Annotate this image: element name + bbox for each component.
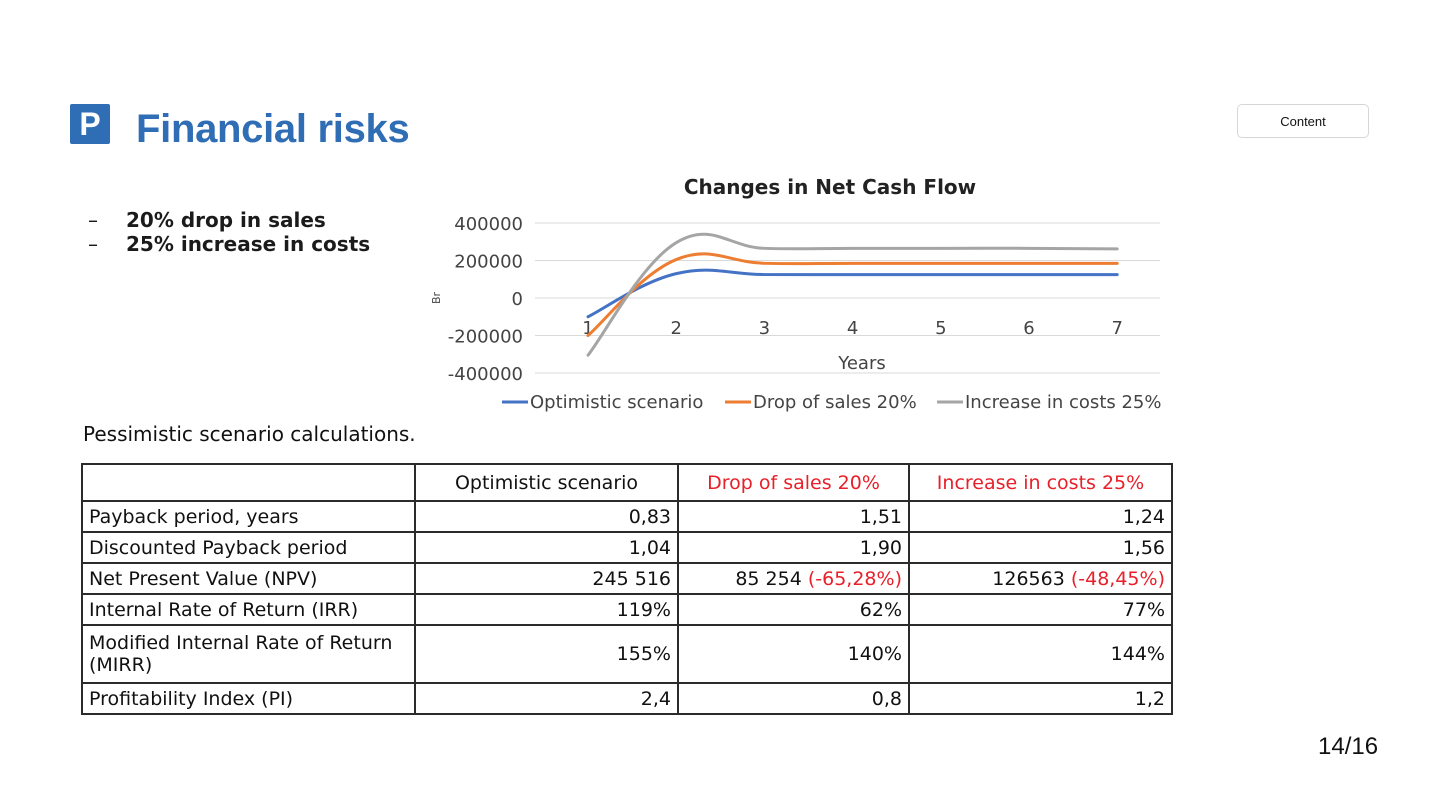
drop-sales-value: 1,90 — [859, 536, 902, 559]
table-row: Internal Rate of Return (IRR) 119% 62% 7… — [81, 593, 1173, 626]
list-item: – 25% increase in costs — [88, 232, 370, 256]
drop-sales-value: 140% — [847, 643, 902, 665]
table-header-cell: Drop of sales 20% — [677, 463, 910, 502]
y-tick-label: -400000 — [448, 364, 523, 385]
x-tick-label: 7 — [1111, 318, 1122, 339]
drop-sales-change: (-65,28%) — [807, 567, 902, 590]
row-label: Payback period, years — [81, 500, 416, 533]
optimistic-value: 155% — [414, 624, 679, 684]
row-label: Modified Internal Rate of Return (MIRR) — [81, 624, 416, 684]
table-caption: Pessimistic scenario calculations. — [83, 422, 416, 446]
x-tick-label: 1 — [582, 318, 593, 339]
table-row: Discounted Payback period 1,04 1,90 1,56 — [81, 531, 1173, 564]
drop-sales-value: 85 254 — [735, 567, 808, 590]
list-item: – 20% drop in sales — [88, 208, 370, 232]
x-tick-label: 3 — [759, 318, 770, 339]
presentation-logo-icon: P — [70, 104, 110, 144]
increase-costs-cell: 126563 (-48,45%) — [908, 562, 1173, 595]
drop-sales-cell: 140% — [677, 624, 910, 684]
legend-label: Drop of sales 20% — [753, 392, 917, 413]
pessimistic-scenario-table: Optimistic scenario Drop of sales 20% In… — [81, 463, 1173, 715]
legend-label: Increase in costs 25% — [965, 392, 1161, 413]
y-axis-label: Br — [430, 291, 443, 304]
increase-costs-value: 1,2 — [1134, 687, 1165, 710]
increase-costs-cell: 1,2 — [908, 682, 1173, 715]
drop-sales-value: 1,51 — [859, 505, 902, 528]
optimistic-value: 245 516 — [414, 562, 679, 595]
increase-costs-value: 144% — [1110, 643, 1165, 665]
x-tick-label: 5 — [935, 318, 946, 339]
table-row: Profitability Index (PI) 2,4 0,8 1,2 — [81, 682, 1173, 715]
legend-label: Optimistic scenario — [530, 392, 703, 413]
drop-sales-cell: 1,51 — [677, 500, 910, 533]
table-header-row: Optimistic scenario Drop of sales 20% In… — [81, 463, 1173, 502]
table-row: Payback period, years 0,83 1,51 1,24 — [81, 500, 1173, 533]
optimistic-value: 2,4 — [414, 682, 679, 715]
x-tick-label: 6 — [1023, 318, 1034, 339]
increase-costs-value: 77% — [1122, 598, 1165, 621]
x-tick-label: 2 — [670, 318, 681, 339]
page-number: 14/16 — [1318, 733, 1379, 760]
table-header-cell: Optimistic scenario — [414, 463, 679, 502]
increase-costs-value: 1,24 — [1122, 505, 1165, 528]
x-axis-label: Years — [837, 353, 886, 374]
drop-sales-cell: 0,8 — [677, 682, 910, 715]
net-cash-flow-chart: Changes in Net Cash Flow 400000 200000 0 -2… — [430, 175, 1161, 413]
series-line-1 — [586, 268, 1119, 319]
series-line-3 — [586, 232, 1119, 357]
table-header-cell — [81, 463, 416, 502]
table-row: Net Present Value (NPV) 245 516 85 254 (… — [81, 562, 1173, 595]
chart-title: Changes in Net Cash Flow — [684, 175, 976, 199]
optimistic-value: 119% — [414, 593, 679, 626]
optimistic-value: 1,04 — [414, 531, 679, 564]
page-title: Financial risks — [136, 107, 410, 151]
y-tick-label: -200000 — [448, 327, 523, 348]
row-label: Net Present Value (NPV) — [81, 562, 416, 595]
bullet-dash: – — [88, 232, 98, 256]
increase-costs-cell: 144% — [908, 624, 1173, 684]
table-row: Modified Internal Rate of Return (MIRR) … — [81, 624, 1173, 684]
increase-costs-value: 126563 — [992, 567, 1071, 590]
risk-bullet-list: – 20% drop in sales – 25% increase in cost… — [88, 208, 370, 256]
series-line-2 — [586, 252, 1119, 337]
drop-sales-cell: 85 254 (-65,28%) — [677, 562, 910, 595]
y-tick-label: 0 — [512, 289, 523, 310]
bullet-dash: – — [88, 208, 98, 232]
increase-costs-change: (-48,45%) — [1070, 567, 1165, 590]
drop-sales-value: 0,8 — [871, 687, 902, 710]
table-header-cell: Increase in costs 25% — [908, 463, 1173, 502]
row-label: Discounted Payback period — [81, 531, 416, 564]
bullet-text: 25% increase in costs — [126, 232, 371, 256]
optimistic-value: 0,83 — [414, 500, 679, 533]
increase-costs-value: 1,56 — [1122, 536, 1165, 559]
increase-costs-cell: 1,56 — [908, 531, 1173, 564]
y-tick-label: 200000 — [454, 252, 523, 273]
increase-costs-cell: 77% — [908, 593, 1173, 626]
drop-sales-cell: 62% — [677, 593, 910, 626]
y-tick-label: 400000 — [454, 214, 523, 235]
content-button[interactable]: Content — [1237, 104, 1369, 138]
row-label: Internal Rate of Return (IRR) — [81, 593, 416, 626]
drop-sales-cell: 1,90 — [677, 531, 910, 564]
increase-costs-cell: 1,24 — [908, 500, 1173, 533]
bullet-text: 20% drop in sales — [126, 208, 326, 232]
drop-sales-value: 62% — [859, 598, 902, 621]
row-label: Profitability Index (PI) — [81, 682, 416, 715]
x-tick-label: 4 — [847, 318, 858, 339]
